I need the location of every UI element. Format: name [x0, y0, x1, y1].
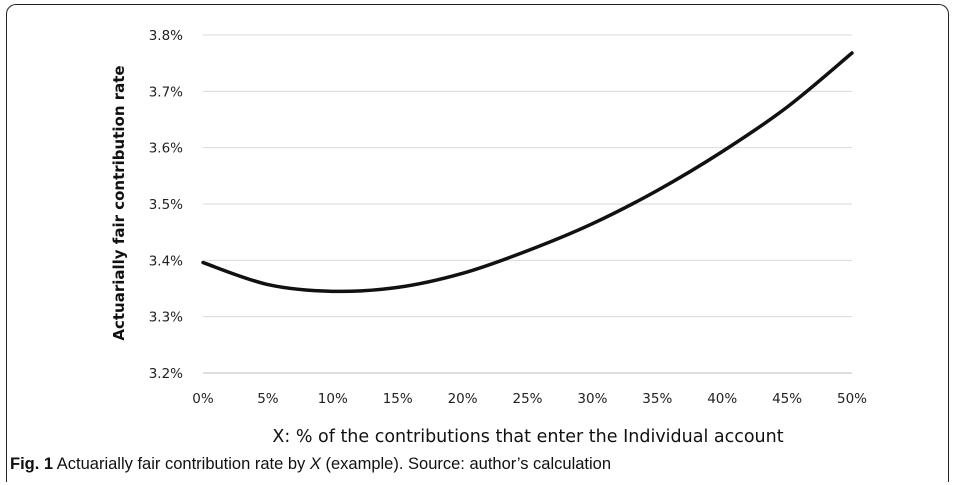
series-line [201, 51, 854, 294]
gridlines [203, 34, 852, 374]
x-axis-title: X: % of the contributions that enter the… [272, 427, 783, 447]
x-tick-label: 0% [192, 391, 214, 407]
x-tick-label: 5% [257, 391, 279, 407]
x-tick-label: 15% [383, 391, 413, 407]
x-tick-labels: 0% 5% 10% 15% 20% 25% 30% 35% 40% 45% 50% [192, 391, 867, 407]
x-tick-label: 20% [448, 391, 478, 407]
x-tick-label: 25% [512, 391, 542, 407]
x-tick-label: 45% [772, 391, 802, 407]
caption-text-after: (example). Source: author’s calculation [320, 455, 612, 473]
y-tick-label: 3.2% [149, 366, 183, 382]
y-tick-label: 3.4% [149, 253, 183, 269]
y-tick-label: 3.7% [149, 84, 183, 100]
x-tick-label: 30% [577, 391, 607, 407]
y-tick-labels: 3.2% 3.3% 3.4% 3.5% 3.6% 3.7% 3.8% [149, 28, 183, 382]
y-tick-label: 3.5% [149, 197, 183, 213]
caption-text-before: Actuarially fair contribution rate by [53, 455, 310, 473]
line-chart: 3.2% 3.3% 3.4% 3.5% 3.6% 3.7% 3.8% 0% 5% 10% 15% 2… [110, 28, 867, 447]
figure-frame [6, 4, 949, 482]
x-tick-label: 50% [837, 391, 867, 407]
x-tick-label: 40% [707, 391, 737, 407]
y-tick-label: 3.6% [149, 141, 183, 157]
figure-caption: Fig. 1 Actuarially fair contribution rat… [10, 455, 611, 474]
caption-figure-label: Fig. 1 [10, 455, 54, 473]
x-tick-label: 10% [318, 391, 348, 407]
x-tick-label: 35% [642, 391, 672, 407]
y-tick-label: 3.8% [149, 28, 183, 44]
series-group [201, 51, 854, 294]
caption-variable: X [309, 455, 321, 473]
y-tick-label: 3.3% [149, 310, 183, 326]
y-axis-title: Actuarially fair contribution rate [110, 65, 128, 340]
